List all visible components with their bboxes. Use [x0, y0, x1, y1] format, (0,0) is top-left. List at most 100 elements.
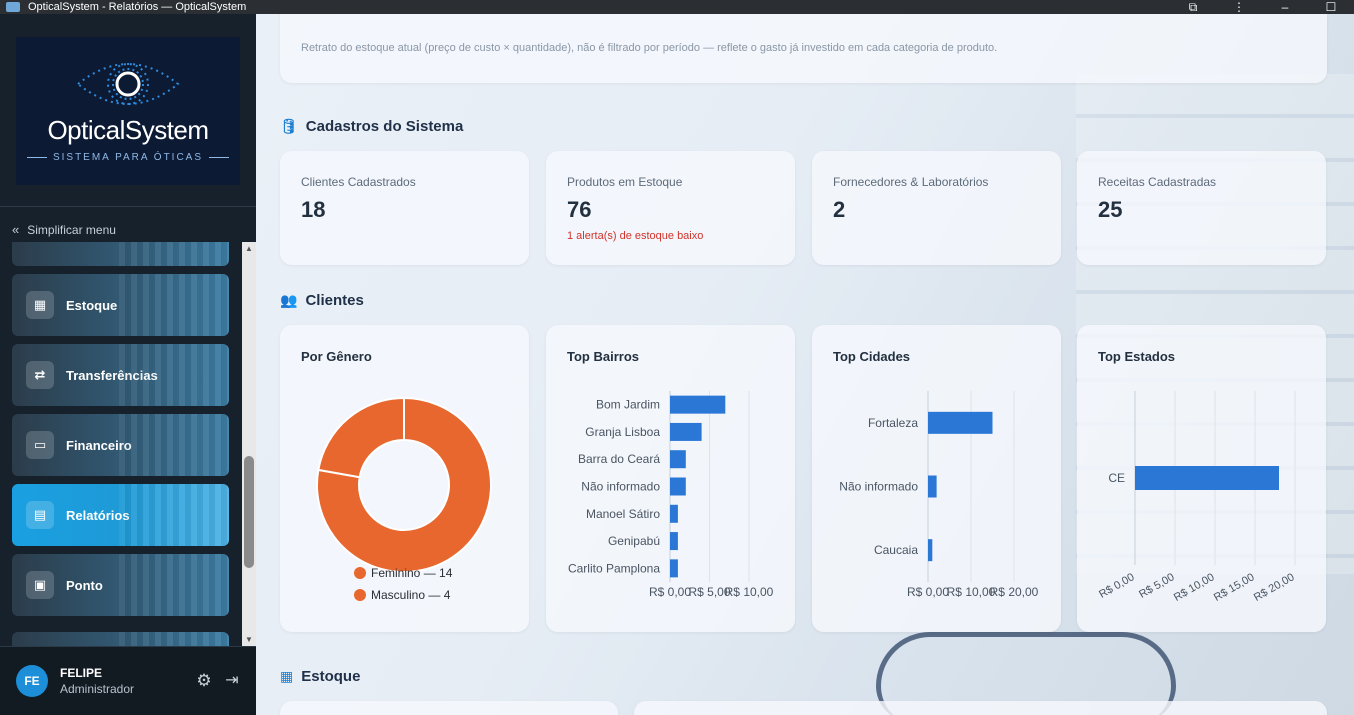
sidebar-scrollbar[interactable]: ▲ ▼ [242, 242, 256, 646]
category-label: Não informado [581, 480, 660, 494]
scroll-up-icon[interactable]: ▲ [245, 244, 253, 253]
avatar: FE [16, 665, 48, 697]
bar [1135, 466, 1279, 490]
stat-card-receitas: Receitas Cadastradas 25 [1077, 151, 1326, 265]
x-tick-label: R$ 10,00 [947, 585, 996, 599]
simplify-menu-button[interactable]: « Simplificar menu [12, 222, 116, 237]
chart-card-bairros: Top Bairros Bom Jardim Granja Lisboa Barra… [546, 325, 795, 632]
chart-card-cidades: Top Cidades Fortaleza Não informado Caucai… [812, 325, 1061, 632]
bar [670, 559, 678, 578]
sidebar-item-next[interactable] [12, 632, 229, 646]
stat-value: 18 [301, 197, 326, 222]
section-estoque: ▦ Estoque [280, 668, 360, 685]
stat-label: Produtos em Estoque [567, 175, 683, 189]
logo-subtitle: SISTEMA PARA ÓTICAS [27, 152, 229, 163]
chart-title: Top Estados [1098, 349, 1176, 364]
category-label: Caucaia [874, 543, 918, 557]
section-cadastros-title: Cadastros do Sistema [305, 118, 464, 135]
category-label: Fortaleza [868, 416, 918, 430]
x-tick-label: R$ 0,00 [649, 585, 691, 599]
sidebar: OpticalSystem SISTEMA PARA ÓTICAS « Simp… [0, 14, 256, 715]
sidebar-item-ponto[interactable]: ▣ Ponto [12, 554, 229, 616]
maximize-button[interactable]: ☐ [1325, 0, 1337, 14]
low-stock-alert: 1 alerta(s) de estoque baixo [567, 230, 704, 242]
logo: OpticalSystem SISTEMA PARA ÓTICAS [16, 37, 240, 185]
donut-slice-feminino [316, 396, 492, 573]
double-chevron-left-icon: « [12, 222, 20, 237]
sidebar-item-previous[interactable] [12, 242, 229, 266]
extension-icon[interactable]: ⧉ [1188, 0, 1198, 14]
stat-card-fornecedores: Fornecedores & Laboratórios 2 [812, 151, 1061, 265]
sidebar-item-label: Ponto [66, 577, 103, 593]
legend-label: Feminino — 14 [371, 566, 453, 580]
gender-donut-chart: Feminino — 14 Masculino — 4 [316, 396, 492, 602]
sidebar-item-label: Financeiro [66, 437, 132, 453]
section-estoque-title: Estoque [301, 668, 361, 685]
legend-marker [354, 589, 366, 601]
x-tick-label: R$ 5,00 [688, 585, 730, 599]
x-tick-label: R$ 10,00 [725, 585, 774, 599]
minimize-button[interactable]: – [1281, 0, 1289, 14]
category-label: Genipabú [608, 534, 660, 548]
bar [670, 395, 726, 414]
bar [928, 539, 933, 562]
bar [670, 450, 686, 469]
users-icon: 👥 [280, 292, 298, 308]
stat-card-produtos: Produtos em Estoque 76 1 alerta(s) de es… [546, 151, 795, 265]
sidebar-item-label: Relatórios [66, 507, 130, 523]
sidebar-item-estoque[interactable]: ▦ Estoque [12, 274, 229, 336]
section-clientes-title: Clientes [305, 292, 364, 309]
category-label: CE [1108, 471, 1125, 485]
category-label: Bom Jardim [596, 398, 660, 412]
stat-label: Fornecedores & Laboratórios [833, 175, 989, 189]
section-clientes: 👥 Clientes [280, 292, 364, 309]
app-icon [6, 2, 20, 12]
eye-logo-icon [76, 63, 180, 105]
x-tick-label: R$ 0,00 [1097, 571, 1136, 601]
estoque-card-left [280, 701, 618, 715]
gear-icon[interactable]: ⚙ [196, 671, 212, 690]
stat-label: Receitas Cadastradas [1098, 175, 1217, 189]
chart-title: Top Cidades [833, 349, 911, 364]
x-tick-label: R$ 10,00 [1172, 571, 1217, 604]
more-options-icon[interactable]: ⋮ [1233, 0, 1245, 14]
wallet-icon: ▭ [26, 431, 54, 459]
menu-list: ▦ Estoque ⇄ Transferências ▭ Financeiro … [0, 242, 242, 646]
inventory-value-card: R$ 0,00R$ 2000,00R$ 4000,00R$ 6000,00R$ … [280, 14, 1327, 83]
boxes-icon: ▦ [26, 291, 54, 319]
sidebar-item-label: Transferências [66, 367, 158, 383]
section-cadastros: 🛢 Cadastros do Sistema [280, 118, 463, 135]
chart-title: Por Gênero [301, 349, 372, 364]
x-tick-label: R$ 0,00 [907, 585, 949, 599]
sidebar-item-transferencias[interactable]: ⇄ Transferências [12, 344, 229, 406]
stat-value: 76 [567, 197, 592, 222]
stat-value: 25 [1098, 197, 1123, 222]
stat-value: 2 [833, 197, 846, 222]
stat-label: Clientes Cadastrados [301, 175, 416, 189]
category-label: Manoel Sátiro [586, 507, 660, 521]
logout-icon[interactable]: ⇥ [225, 672, 239, 689]
sidebar-divider [0, 206, 256, 207]
scroll-down-icon[interactable]: ▼ [245, 635, 253, 644]
x-tick-label: R$ 15,00 [1212, 571, 1257, 604]
sidebar-item-relatorios[interactable]: ▤ Relatórios [12, 484, 229, 546]
logo-title: OpticalSystem [47, 115, 209, 145]
bairros-bar-chart: Bom Jardim Granja Lisboa Barra do Ceará Não… [568, 391, 774, 599]
sidebar-item-label: Estoque [66, 297, 118, 313]
x-tick-label: R$ 5,00 [1137, 571, 1176, 601]
category-label: Carlito Pamplona [568, 561, 660, 575]
bar [928, 475, 937, 498]
user-name: FELIPE [60, 666, 103, 680]
chart-card-genero: Por Gênero Feminino — 14 Masculino — 4 [280, 325, 529, 632]
user-panel: FE FELIPE Administrador ⚙ ⇥ [0, 646, 256, 715]
scrollbar-thumb[interactable] [244, 456, 254, 568]
main-content: R$ 0,00R$ 2000,00R$ 4000,00R$ 6000,00R$ … [256, 14, 1354, 715]
chart-card-estados: Top Estados CE R$ 0,00 R$ 5,00 R$ 10,00 R$ 1… [1077, 325, 1326, 632]
legend-label: Masculino — 4 [371, 588, 451, 602]
sidebar-item-financeiro[interactable]: ▭ Financeiro [12, 414, 229, 476]
bar [670, 504, 678, 523]
estados-bar-chart: CE R$ 0,00 R$ 5,00R$ 10,00R$ 15,00R$ 20,00 [1097, 391, 1297, 604]
background-glasses [876, 632, 1176, 715]
stat-card-clientes: Clientes Cadastrados 18 [280, 151, 529, 265]
legend-marker [354, 567, 366, 579]
